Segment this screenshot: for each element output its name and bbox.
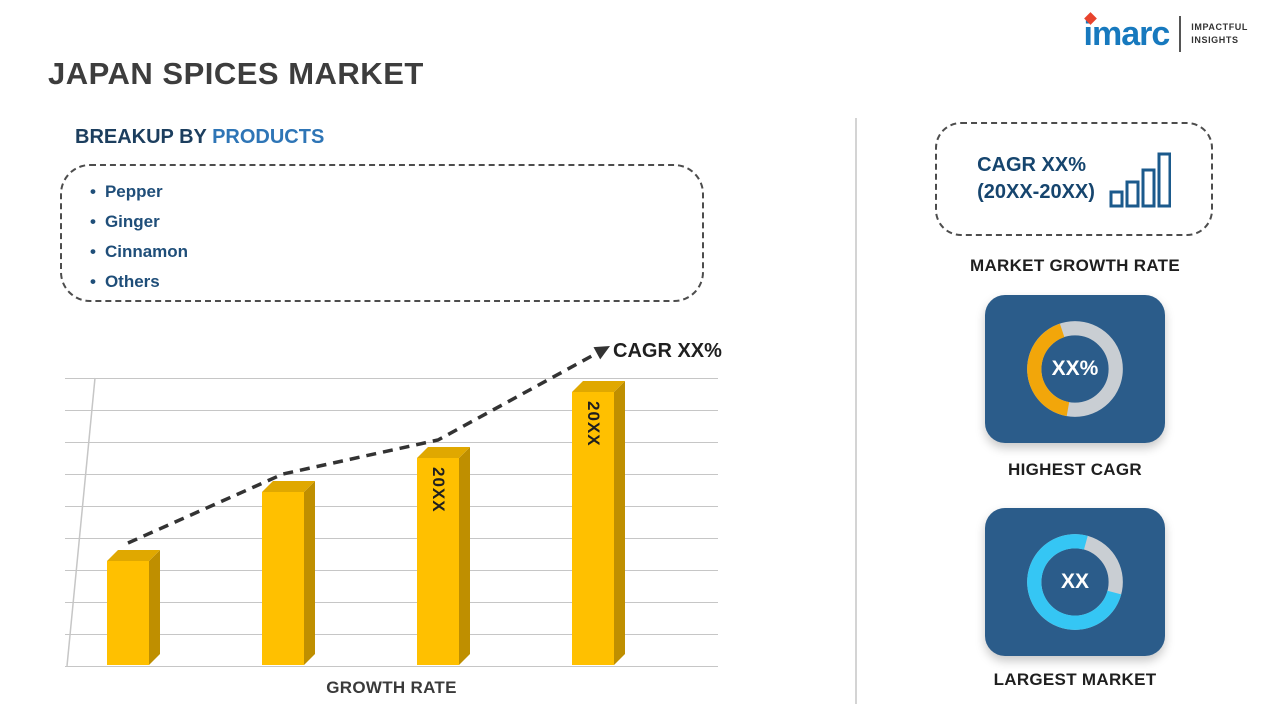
- section-divider: [855, 118, 857, 704]
- product-item-others: Others: [90, 267, 702, 297]
- donut-value-arc: [1027, 534, 1123, 630]
- bar-2: [262, 492, 304, 665]
- bar-chart-icon: [1109, 152, 1171, 208]
- products-box: Pepper Ginger Cinnamon Others: [60, 164, 704, 302]
- growth-rate-chart: 20XX 20XX CAGR XX% GROWTH RATE: [65, 330, 730, 720]
- page-title: JAPAN SPICES MARKET: [48, 56, 424, 91]
- donut-value-arc: [1027, 321, 1123, 417]
- bar-label: 20XX: [584, 401, 603, 447]
- growth-rate-period-line: (20XX-20XX): [977, 181, 1095, 203]
- bar-4: 20XX: [572, 392, 614, 665]
- logo-tagline-line1: IMPACTFUL: [1191, 21, 1248, 32]
- cagr-annotation: CAGR XX%: [613, 340, 722, 362]
- imarc-logo: imarc IMPACTFUL INSIGHTS: [1083, 12, 1248, 53]
- product-item-pepper: Pepper: [90, 177, 702, 207]
- bar-1: [107, 561, 149, 665]
- highest-cagr-card: XX%: [985, 295, 1165, 443]
- largest-market-donut: [1027, 534, 1123, 630]
- products-list: Pepper Ginger Cinnamon Others: [62, 166, 702, 297]
- market-growth-rate-card: CAGR XX% (20XX-20XX): [935, 122, 1213, 236]
- bar-3: 20XX: [417, 458, 459, 665]
- largest-market-label: LARGEST MARKET: [993, 670, 1157, 689]
- chart-x-axis-label: GROWTH RATE: [326, 678, 457, 697]
- product-item-ginger: Ginger: [90, 207, 702, 237]
- bar-label: 20XX: [429, 467, 448, 513]
- highest-cagr-value: XX%: [1051, 357, 1099, 380]
- logo-tagline-line2: INSIGHTS: [1191, 35, 1239, 45]
- breakup-heading-prefix: BREAKUP BY: [75, 126, 207, 148]
- imarc-logo-wordmark: imarc: [1083, 12, 1171, 53]
- breakup-heading: BREAKUP BY PRODUCTS: [75, 126, 324, 149]
- product-item-cinnamon: Cinnamon: [90, 237, 702, 267]
- logo-tagline: IMPACTFUL INSIGHTS: [1191, 21, 1248, 48]
- chart-bars: 20XX 20XX: [65, 330, 730, 665]
- logo-divider: [1179, 16, 1182, 52]
- breakup-heading-highlight: PRODUCTS: [212, 126, 325, 148]
- highest-cagr-label: HIGHEST CAGR: [1008, 460, 1142, 479]
- growth-rate-card-text: CAGR XX% (20XX-20XX): [977, 152, 1095, 206]
- growth-rate-cagr-line: CAGR XX%: [977, 154, 1086, 176]
- largest-market-card: XX: [985, 508, 1165, 656]
- market-growth-rate-label: MARKET GROWTH RATE: [969, 256, 1180, 275]
- imarc-logo-text: imarc: [1083, 15, 1171, 53]
- largest-market-value: XX: [1060, 570, 1089, 593]
- highest-cagr-donut: [1027, 321, 1123, 417]
